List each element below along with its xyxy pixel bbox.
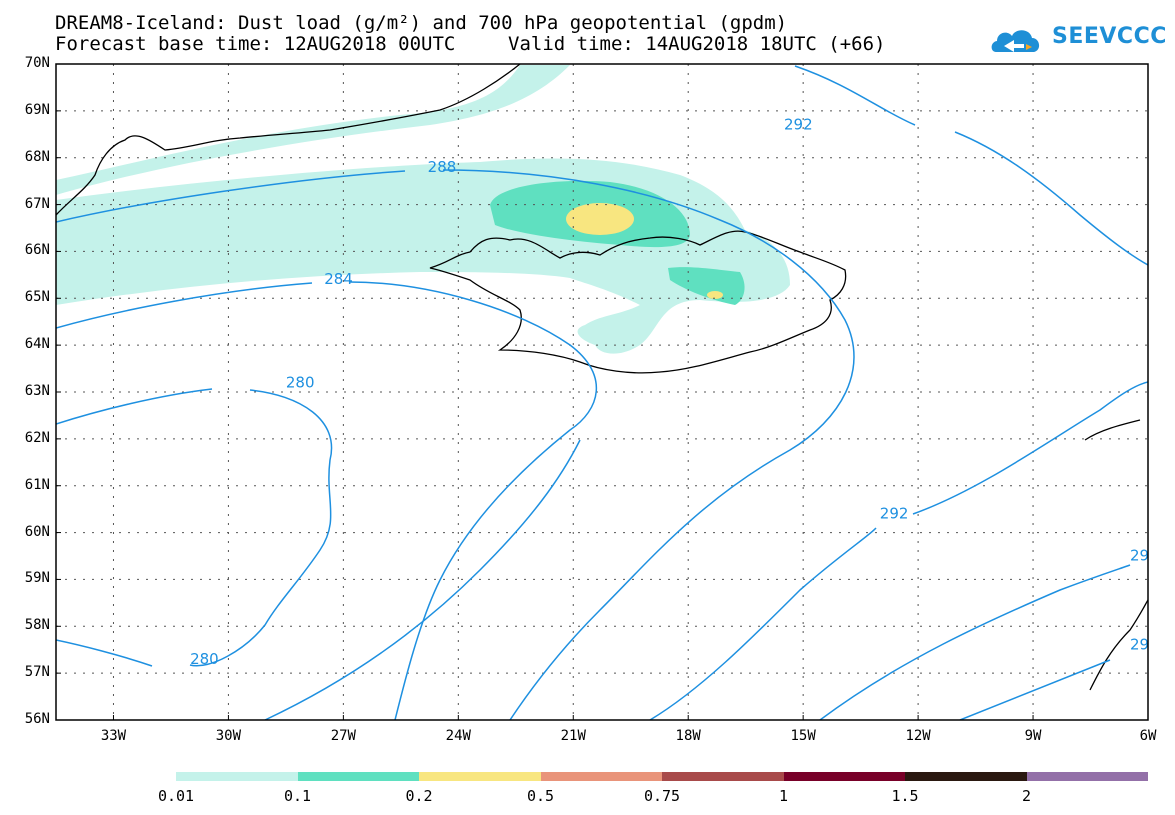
contour-292-north (794, 65, 1148, 266)
contour-1 (264, 439, 581, 720)
lon-label: 12W (905, 728, 931, 744)
forecast-base-time: Forecast base time: 12AUG2018 00UTC (55, 33, 456, 55)
greenland-coast (56, 64, 521, 216)
contour-280-north (56, 388, 333, 667)
lon-label: 18W (675, 728, 701, 744)
legend-swatch (297, 772, 419, 781)
contour-label: 288 (428, 158, 457, 176)
legend-swatch (419, 772, 541, 781)
lat-label: 57N (24, 664, 50, 681)
lat-label: 67N (24, 195, 50, 212)
lat-label: 69N (24, 101, 50, 118)
dust-0.2-core (566, 203, 634, 235)
legend-label: 0.1 (283, 787, 312, 805)
lat-label: 68N (24, 148, 50, 165)
lat-label: 56N (24, 711, 50, 727)
lat-label: 58N (24, 617, 50, 634)
dust-0.2-core-east (707, 291, 723, 299)
cloud-icon (991, 30, 1040, 52)
valid-time: Valid time: 14AUG2018 18UTC (+66) (508, 33, 886, 55)
faroes-shetland-coast (1084, 419, 1148, 691)
lon-label: 33W (100, 728, 127, 744)
legend-label: 0.75 (643, 787, 681, 805)
lon-label: 27W (330, 728, 356, 744)
contour-label: 284 (324, 270, 353, 288)
lat-label: 65N (24, 289, 50, 306)
lat-label: 59N (24, 570, 50, 587)
dust-0.1-zone-east (668, 267, 745, 305)
lon-label: 6W (1139, 728, 1157, 744)
legend-swatch (176, 772, 298, 781)
lon-label: 21W (560, 728, 586, 744)
lat-label: 64N (24, 336, 50, 353)
legend-label: 1 (778, 787, 789, 805)
logo-text: SEEVCCC (1052, 24, 1167, 49)
map-title: DREAM8-Iceland: Dust load (g/m²) and 700… (55, 12, 788, 34)
contour-label: 29 (1130, 547, 1149, 565)
contour-south-290 (959, 659, 1111, 720)
lon-label: 24W (445, 728, 471, 744)
lat-label: 61N (24, 476, 50, 493)
legend-swatch (540, 772, 662, 781)
lon-label: 15W (790, 728, 816, 744)
legend-swatch (1026, 772, 1148, 781)
legend-label: 1.5 (891, 787, 919, 805)
contour-label: 292 (880, 505, 909, 523)
legend-swatch (905, 772, 1027, 781)
legend-swatch (662, 772, 784, 781)
legend-label: 0.5 (526, 787, 555, 805)
lon-label: 9W (1024, 728, 1042, 744)
contour-label: 292 (784, 116, 813, 134)
lat-label: 66N (24, 242, 50, 259)
color-legend (176, 772, 1148, 781)
contour-292-south (649, 381, 1148, 720)
legend-swatch (783, 772, 905, 781)
legend-label: 0.01 (157, 787, 195, 805)
contour-south-29 (819, 564, 1131, 720)
lat-label: 70N (24, 55, 50, 71)
contour-label: 280 (190, 650, 219, 668)
lat-label: 63N (24, 383, 50, 399)
dust-0.01-band (56, 158, 790, 354)
contour-label: 290 (1130, 636, 1159, 654)
coastline (56, 64, 1148, 691)
contour-284 (56, 281, 597, 720)
lat-label: 62N (24, 429, 50, 446)
dust-0.01-plume (56, 65, 570, 195)
legend-label: 2 (1021, 787, 1032, 805)
geopotential-contours (56, 65, 1148, 720)
contour-288 (56, 169, 855, 720)
iceland-coast (429, 230, 847, 374)
contour-label: 280 (286, 373, 315, 391)
lon-label: 30W (215, 728, 242, 744)
legend-label: 0.2 (405, 787, 433, 805)
lat-label: 60N (24, 523, 50, 540)
